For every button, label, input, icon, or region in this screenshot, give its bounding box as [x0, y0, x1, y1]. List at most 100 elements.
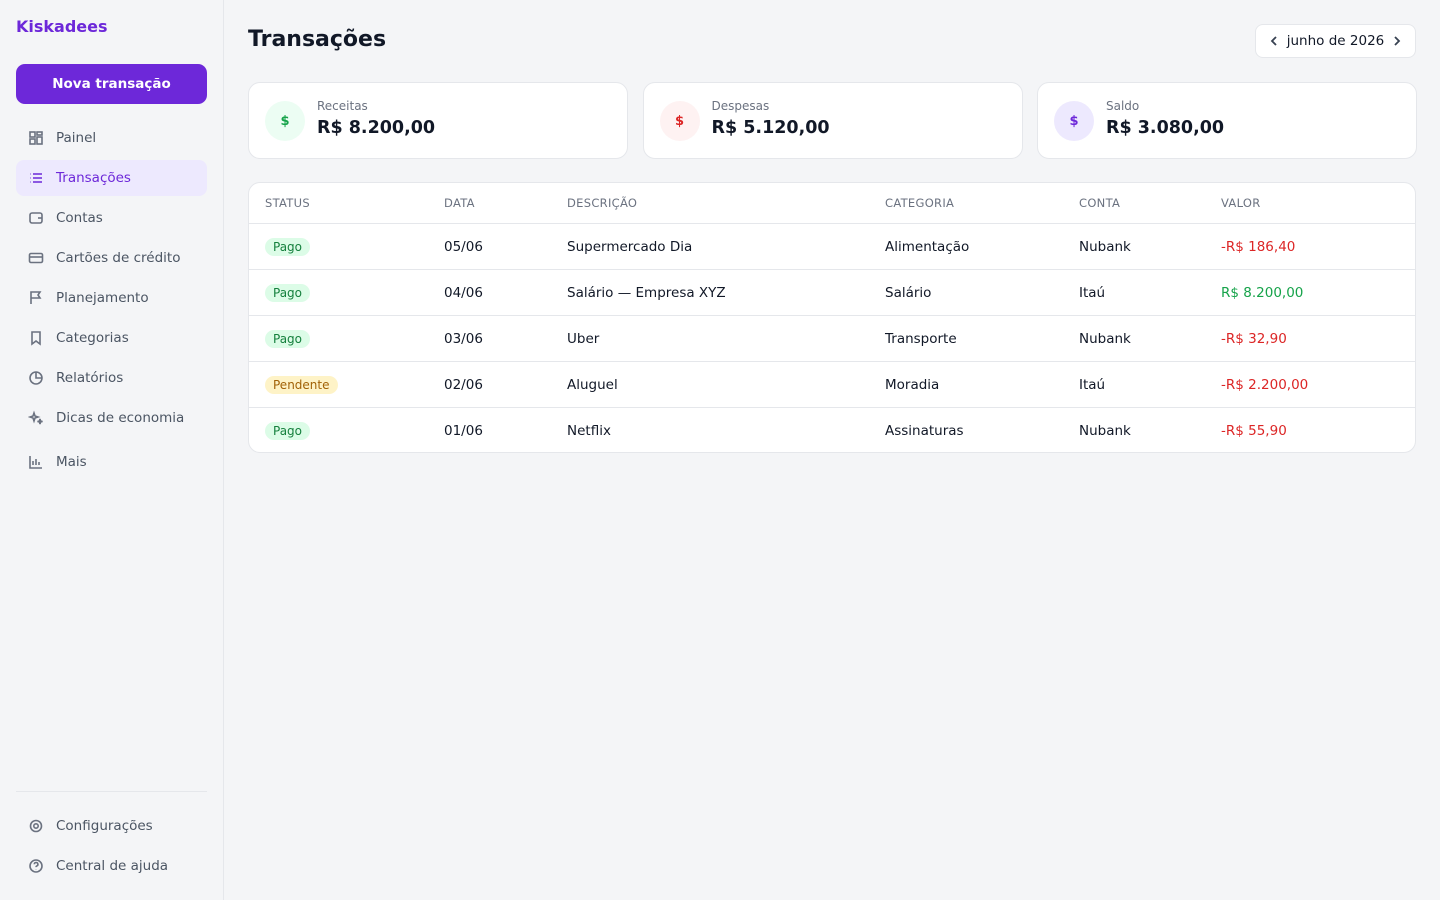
nav-label: Dicas de economia [56, 410, 185, 426]
cell-text: Itaú [1079, 284, 1106, 301]
nav-item[interactable]: Cartões de crédito [16, 240, 207, 276]
cell: Pendente [265, 362, 338, 407]
cell: Pago [265, 270, 311, 315]
nav-label: Mais [56, 454, 87, 470]
cell-text: Transporte [885, 330, 957, 347]
cell: -R$ 2.200,00 [1221, 362, 1308, 407]
cell: Pago [265, 408, 311, 452]
column-header: CATEGORIA [885, 196, 955, 210]
cell-text: Supermercado Dia [567, 238, 693, 255]
cell-text: Alimentação [885, 238, 970, 255]
summary-card: $ Saldo R$ 3.080,00 [1037, 82, 1417, 159]
transaction-row[interactable]: Pago 05/06 Supermercado Dia Alimentação Nuba… [249, 223, 1415, 269]
transactions-table: STATUS DATA DESCRIÇÃO CATEGORIA CONTA VALOR Pa… [248, 182, 1416, 453]
nav-item[interactable]: Painel [16, 120, 207, 156]
cell-text: -R$ 55,90 [1221, 422, 1287, 439]
transaction-row[interactable]: Pendente 02/06 Aluguel Moradia Itaú -R$ 2.200… [249, 361, 1415, 407]
nav-item[interactable]: Transações [16, 160, 207, 196]
nav-label: Relatórios [56, 370, 124, 386]
nav-icon [29, 212, 43, 224]
cell: Nubank [1079, 224, 1131, 269]
nav-label: Planejamento [56, 290, 149, 306]
status-badge: Pendente [265, 375, 338, 394]
summary-amount: R$ 8.200,00 [317, 118, 436, 138]
nav-icon [30, 173, 42, 183]
cell-text: Moradia [885, 376, 940, 393]
cell-text: Nubank [1079, 422, 1131, 439]
nav-item[interactable]: Mais [16, 444, 207, 480]
summary-card: $ Despesas R$ 5.120,00 [642, 82, 1023, 159]
nav-icon [31, 331, 41, 346]
nav-label: Transações [56, 170, 131, 186]
cell-text: Salário — Empresa XYZ [567, 284, 726, 301]
next-arrow[interactable] [1391, 35, 1403, 47]
cell: Uber [567, 316, 599, 361]
cell: Nubank [1079, 408, 1131, 452]
nav-item[interactable]: Dicas de economia [16, 400, 207, 436]
summary-label: Receitas [317, 99, 368, 113]
cell-text: -R$ 2.200,00 [1221, 376, 1309, 393]
header-row: STATUS DATA DESCRIÇÃO CATEGORIA CONTA VALOR [249, 183, 1415, 223]
cell: Nubank [1079, 316, 1131, 361]
cell: Supermercado Dia [567, 224, 692, 269]
summary-icon: $ [265, 101, 305, 141]
cell-text: 04/06 [444, 284, 483, 301]
transaction-row[interactable]: Pago 01/06 Netflix Assinaturas Nubank -R$ 55,… [249, 407, 1415, 452]
cell-text: Salário [885, 284, 932, 301]
summary-card: $ Receitas R$ 8.200,00 [248, 82, 628, 159]
nav-item[interactable]: Central de ajuda [16, 848, 207, 884]
cell-text: Uber [567, 330, 600, 347]
page-title: Transações [248, 27, 387, 52]
nav-item[interactable]: Relatórios [16, 360, 207, 396]
nav-label: Contas [56, 210, 103, 226]
status-badge: Pago [265, 329, 311, 348]
cell-text: Netflix [567, 422, 611, 439]
cell-text: Nubank [1079, 330, 1131, 347]
cell: Assinaturas [885, 408, 964, 452]
nav-icon [28, 252, 44, 264]
divider [16, 791, 207, 792]
cell-text: R$ 8.200,00 [1221, 284, 1304, 301]
summary-amount: R$ 3.080,00 [1106, 118, 1225, 138]
cell: Pago [265, 224, 311, 269]
nav-item[interactable]: Planejamento [16, 280, 207, 316]
nav-icon [29, 859, 43, 873]
nav-item[interactable]: Configurações [16, 808, 207, 844]
cell: 05/06 [444, 224, 483, 269]
nav-item[interactable]: Contas [16, 200, 207, 236]
cell: -R$ 186,40 [1221, 224, 1295, 269]
cell: R$ 8.200,00 [1221, 270, 1303, 315]
nav-item[interactable]: Categorias [16, 320, 207, 356]
new-transaction-button[interactable]: Nova transação [16, 64, 207, 104]
cell: Moradia [885, 362, 939, 407]
cell-text: Itaú [1079, 376, 1106, 393]
summary-icon: $ [659, 101, 700, 141]
prev-arrow[interactable] [1268, 35, 1280, 47]
cell-text: 02/06 [444, 376, 483, 393]
sidebar: Kiskadees Nova transação Painel Transaçõe… [0, 0, 224, 900]
cell-text: Nubank [1079, 238, 1131, 255]
cell: Salário [885, 270, 931, 315]
cell: 04/06 [444, 270, 483, 315]
cell: 02/06 [444, 362, 483, 407]
nav-icon [29, 371, 43, 385]
cell: Itaú [1079, 270, 1105, 315]
cell-text: -R$ 186,40 [1221, 238, 1296, 255]
cell: 03/06 [444, 316, 483, 361]
column-header: VALOR [1221, 196, 1261, 210]
status-badge: Pago [265, 237, 311, 256]
column-header: STATUS [265, 196, 310, 210]
brand: Kiskadees [16, 17, 108, 36]
period-label: junho de 2026 [1286, 33, 1385, 49]
nav-icon [29, 819, 43, 833]
cell: 01/06 [444, 408, 483, 452]
nav-label: Painel [56, 130, 97, 146]
transaction-row[interactable]: Pago 04/06 Salário — Empresa XYZ Salário Ita… [249, 269, 1415, 315]
transaction-row[interactable]: Pago 03/06 Uber Transporte Nubank -R$ 32,90 [249, 315, 1415, 361]
cell: -R$ 55,90 [1221, 408, 1287, 452]
cell: Pago [265, 316, 311, 361]
cell: Itaú [1079, 362, 1105, 407]
nav-icon [29, 456, 42, 469]
